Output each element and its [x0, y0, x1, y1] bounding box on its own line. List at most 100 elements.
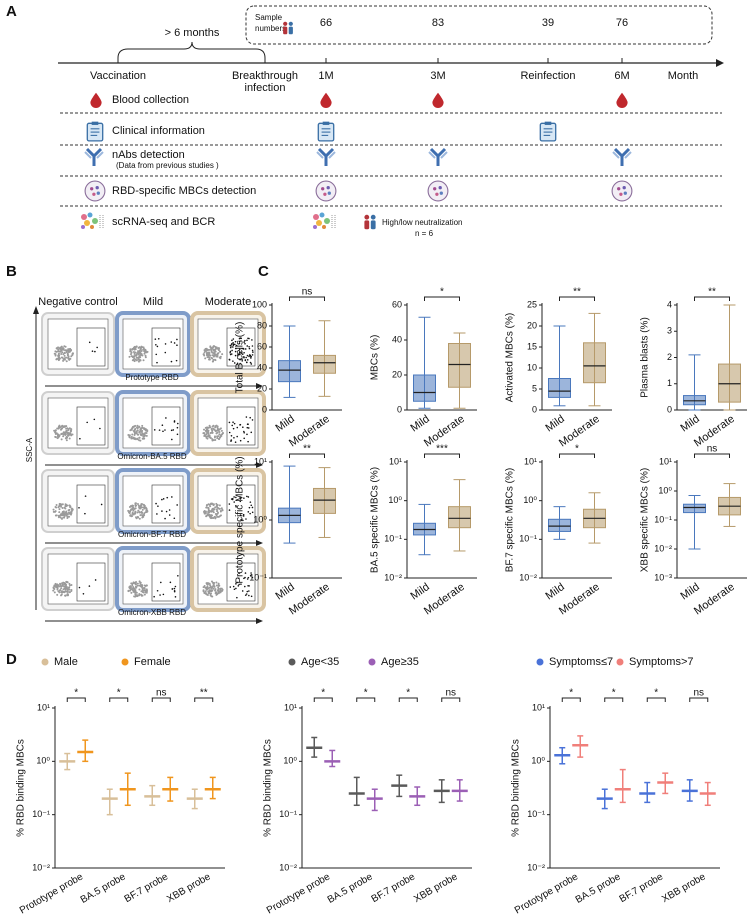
flow-event	[249, 416, 252, 419]
flow-event	[217, 584, 220, 587]
y-tick-label: 10¹	[254, 456, 267, 466]
flow-event	[243, 430, 245, 433]
flow-event	[132, 509, 135, 512]
flow-event	[239, 362, 241, 365]
flow-row-label: Prototype RBD	[125, 373, 179, 382]
x-tick-label: Mild	[678, 413, 701, 434]
flow-event	[243, 577, 245, 580]
flow-event	[228, 503, 231, 505]
flow-event	[54, 514, 57, 517]
flow-event	[70, 355, 73, 358]
flow-event	[211, 439, 214, 442]
flow-event	[216, 437, 219, 440]
x-tick-label: Mild	[543, 413, 566, 434]
flow-event	[217, 349, 220, 352]
flow-event	[212, 511, 215, 514]
flow-y-arrow	[33, 306, 39, 314]
flow-event	[251, 506, 254, 509]
flow-gate	[226, 406, 256, 446]
flow-event	[129, 505, 132, 508]
y-tick-label: 10⁻²	[527, 862, 545, 872]
flow-event	[211, 347, 214, 350]
flow-event	[252, 351, 254, 353]
scrna-n: n = 6	[415, 229, 434, 238]
flow-event	[243, 341, 245, 343]
flow-event	[233, 436, 235, 439]
flow-event	[53, 591, 56, 594]
y-tick-label: 20	[257, 383, 267, 393]
significance-bracket	[646, 697, 666, 702]
flow-event	[134, 504, 137, 507]
flow-event	[215, 514, 218, 517]
flow-event	[229, 346, 232, 349]
flow-event	[242, 513, 245, 516]
x-tick-label: XBB probe	[412, 871, 460, 905]
flow-event	[135, 516, 138, 519]
significance-bracket	[559, 453, 595, 458]
flow-event	[84, 512, 86, 515]
legend-label: Age<35	[301, 656, 339, 668]
flow-event	[218, 433, 221, 436]
flow-event	[59, 350, 62, 353]
flow-event	[250, 572, 252, 574]
flow-event	[143, 586, 146, 589]
flow-grid: Prototype RBD Omicron-BA.5 RBD Omicron-BF.…	[41, 311, 266, 624]
flow-event	[170, 341, 173, 343]
box	[448, 343, 471, 388]
flow-event	[176, 426, 179, 429]
flow-event	[53, 429, 56, 432]
legend-label: Symptoms≤7	[549, 656, 613, 668]
panel-label: B	[6, 263, 17, 280]
flow-event	[78, 506, 80, 509]
flow-event	[70, 589, 73, 592]
flow-event	[55, 347, 58, 350]
flow-event	[78, 586, 81, 589]
flow-event	[55, 586, 58, 589]
flow-event	[244, 359, 247, 362]
flow-event	[70, 510, 73, 513]
flow-event	[170, 429, 173, 432]
flow-event	[243, 437, 245, 440]
flow-event	[233, 588, 236, 591]
flow-event	[54, 432, 57, 435]
flow-event	[228, 421, 231, 424]
flow-event	[239, 496, 242, 499]
y-tick-label: 10⁻²	[519, 572, 537, 582]
flow-event	[135, 586, 138, 589]
legend-marker	[288, 658, 296, 666]
flow-event	[244, 348, 247, 350]
flow-event	[155, 353, 158, 356]
flow-event	[218, 504, 221, 507]
flow-event	[216, 354, 219, 357]
y-tick-label: 10⁰	[283, 756, 297, 766]
flow-event	[221, 431, 224, 434]
flow-event	[231, 497, 234, 500]
flow-event	[58, 589, 61, 592]
flow-event	[211, 502, 214, 505]
flow-event	[145, 434, 148, 437]
flow-event	[54, 435, 57, 438]
y-tick-label: 10¹	[284, 702, 297, 712]
significance-label: ***	[436, 444, 448, 455]
flow-event	[63, 352, 66, 355]
flow-event	[134, 348, 137, 351]
flow-event	[216, 347, 219, 350]
flow-event	[60, 585, 63, 588]
flow-event	[243, 351, 245, 354]
flow-event	[217, 429, 220, 432]
y-tick-label: 10⁰	[253, 514, 267, 524]
flow-event	[211, 589, 214, 592]
flow-event	[221, 588, 224, 591]
flow-event	[137, 504, 140, 507]
flow-event	[140, 514, 143, 517]
significance-label: **	[200, 688, 208, 699]
y-tick-label: 0	[667, 404, 672, 414]
flow-event	[62, 431, 65, 434]
flow-event	[219, 589, 222, 592]
flow-event	[60, 587, 63, 590]
flow-event	[63, 345, 66, 348]
flow-event	[140, 503, 143, 506]
significance-label: *	[364, 688, 368, 699]
flow-event	[234, 343, 236, 346]
